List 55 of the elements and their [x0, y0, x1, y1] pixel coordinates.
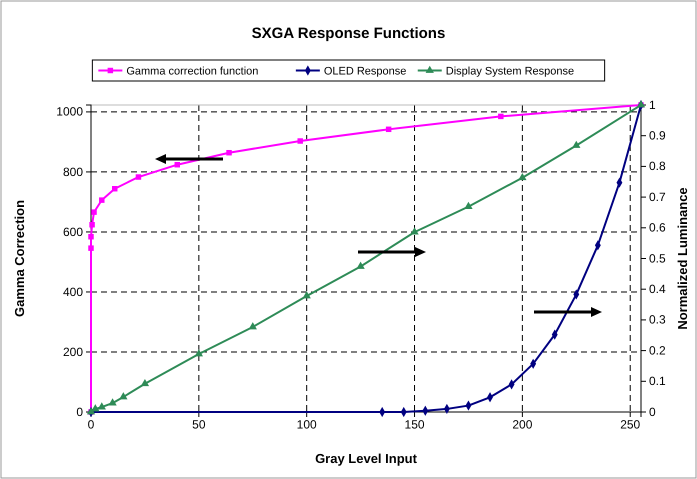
y2-tick-label: 0.8: [649, 159, 666, 174]
y2-tick-label: 0.9: [649, 128, 666, 143]
y2-tick-label: 0.7: [649, 190, 666, 204]
point: [88, 234, 94, 240]
point: [108, 398, 117, 406]
point: [464, 202, 473, 210]
point: [297, 138, 303, 144]
point: [194, 349, 204, 356]
point: [119, 392, 128, 400]
y-tick-label: 0: [76, 404, 84, 419]
point: [572, 140, 580, 148]
legend-label: Display System Response: [446, 66, 574, 78]
legend-label: OLED Response: [324, 66, 406, 78]
point: [410, 227, 419, 234]
point: [302, 291, 311, 298]
y-tick-label: 800: [62, 164, 84, 179]
point: [91, 404, 100, 412]
point: [386, 126, 392, 132]
point: [226, 150, 232, 156]
point: [174, 162, 180, 168]
point: [98, 402, 106, 410]
y2-tick-label: 0: [649, 404, 656, 419]
x-tick-label: 50: [192, 418, 206, 432]
point: [356, 262, 365, 269]
x-tick-label: 100: [296, 418, 318, 432]
y2-tick-label: 0.2: [649, 343, 666, 358]
x-tick-label: 200: [512, 418, 533, 432]
legend-label: Gamma correction function: [126, 66, 258, 78]
y-axis-title: Gamma Correction: [12, 200, 27, 318]
point: [89, 222, 95, 228]
point: [112, 186, 118, 192]
point: [99, 197, 105, 203]
x-axis-title: Gray Level Input: [315, 451, 418, 466]
x-tick-label: 150: [404, 418, 425, 432]
y-tick-label: 400: [62, 284, 84, 299]
point: [88, 245, 94, 251]
y-tick-label: 200: [62, 344, 84, 359]
y2-tick-label: 0.4: [649, 282, 666, 296]
y-tick-label: 600: [62, 224, 84, 239]
y2-tick-label: 0.3: [649, 312, 666, 327]
chart-title: SXGA Response Functions: [252, 25, 446, 42]
point: [248, 322, 257, 330]
point: [518, 172, 527, 180]
x-tick-label: 250: [620, 418, 641, 432]
y2-tick-label: 0.1: [649, 374, 666, 388]
y2-tick-label: 1: [649, 98, 656, 112]
point: [91, 209, 97, 215]
y2-tick-label: 0.5: [649, 251, 666, 266]
point: [140, 378, 150, 386]
y2-axis-title: Normalized Luminance: [675, 187, 690, 330]
point: [498, 114, 504, 120]
y-tick-label: 1000: [56, 104, 84, 119]
y2-tick-label: 0.6: [649, 220, 666, 235]
point: [136, 174, 142, 180]
x-tick-label: 0: [88, 418, 95, 432]
